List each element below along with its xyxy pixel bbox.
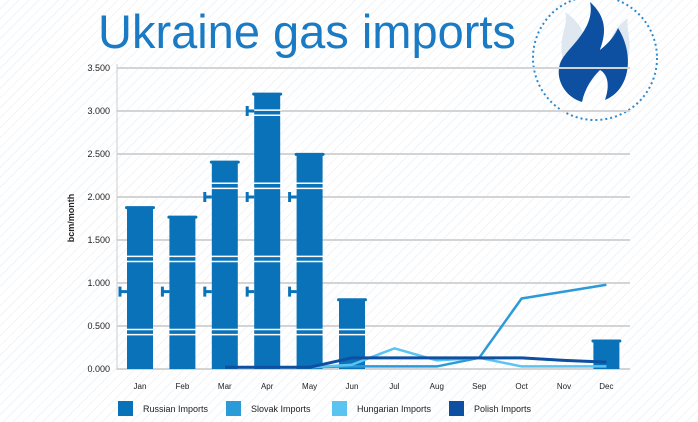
pipe-cap: [252, 92, 283, 96]
flame-logo-icon: [532, 0, 658, 121]
x-tick-label: Jul: [389, 382, 399, 391]
pipe-cap: [209, 160, 240, 164]
y-tick-label: 3.500: [87, 63, 110, 73]
x-tick-label: Aug: [430, 382, 444, 391]
x-tick-label: Nov: [557, 382, 571, 391]
legend-item-russian: Russian Imports: [118, 401, 208, 416]
pipe-cap: [337, 298, 367, 302]
bar: [245, 92, 283, 369]
bar: [118, 206, 155, 369]
pipe-cap: [125, 206, 155, 210]
bar-body: [169, 217, 196, 369]
bar: [288, 152, 325, 369]
bar-body: [593, 341, 620, 369]
x-tick-label: Feb: [176, 382, 190, 391]
valve-icon: [245, 286, 255, 297]
y-tick-label: 1.500: [87, 235, 110, 245]
x-tick-label: Mar: [218, 382, 232, 391]
x-tick-label: May: [302, 382, 317, 391]
bar-body: [127, 208, 153, 369]
line-polish-imports: [224, 356, 607, 369]
pipe-cap: [167, 215, 198, 219]
legend-item-slovak: Slovak Imports: [226, 401, 311, 416]
valve-icon: [118, 286, 127, 297]
legend-swatch: [226, 401, 241, 416]
valve-icon: [288, 192, 297, 202]
legend-label: Hungarian Imports: [357, 403, 432, 414]
bar: [203, 160, 240, 369]
legend-swatch: [118, 401, 133, 416]
x-tick-label: Apr: [261, 382, 274, 391]
pipe-cap: [294, 152, 325, 156]
x-tick-label: Jun: [346, 382, 359, 391]
x-tick-label: Dec: [599, 382, 613, 391]
legend-label: Polish Imports: [474, 403, 532, 414]
bar-body: [254, 94, 281, 369]
legend-swatch: [449, 401, 464, 416]
y-axis-label: bcm/month: [66, 194, 76, 243]
y-tick-label: 0.000: [87, 364, 110, 374]
x-tick-label: Jan: [134, 382, 147, 391]
y-tick-label: 1.000: [87, 278, 110, 288]
valve-icon: [245, 106, 255, 116]
x-tick-label: Sep: [472, 382, 487, 391]
y-tick-label: 2.500: [87, 149, 110, 159]
legend-swatch: [332, 401, 347, 416]
y-tick-label: 0.500: [87, 321, 110, 331]
bar: [591, 339, 622, 369]
bar-body: [211, 162, 238, 369]
valve-icon: [245, 192, 255, 202]
y-tick-label: 3.000: [87, 106, 110, 116]
valve-icon: [288, 286, 297, 297]
valve-icon: [160, 286, 170, 297]
valve-icon: [203, 286, 212, 297]
y-tick-label: 2.000: [87, 192, 110, 202]
chart-title: Ukraine gas imports: [98, 5, 516, 58]
legend-label: Slovak Imports: [251, 403, 311, 414]
legend-label: Russian Imports: [143, 403, 209, 414]
x-tick-label: Oct: [515, 382, 528, 391]
pipe-cap: [591, 339, 622, 343]
valve-icon: [203, 192, 212, 202]
legend-item-polish: Polish Imports: [449, 401, 531, 416]
bar: [160, 215, 198, 369]
legend-item-hungarian: Hungarian Imports: [332, 401, 431, 416]
